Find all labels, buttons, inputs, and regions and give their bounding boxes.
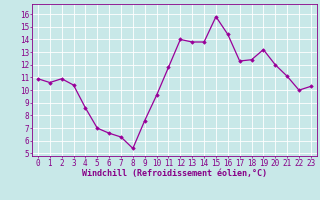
X-axis label: Windchill (Refroidissement éolien,°C): Windchill (Refroidissement éolien,°C) xyxy=(82,169,267,178)
